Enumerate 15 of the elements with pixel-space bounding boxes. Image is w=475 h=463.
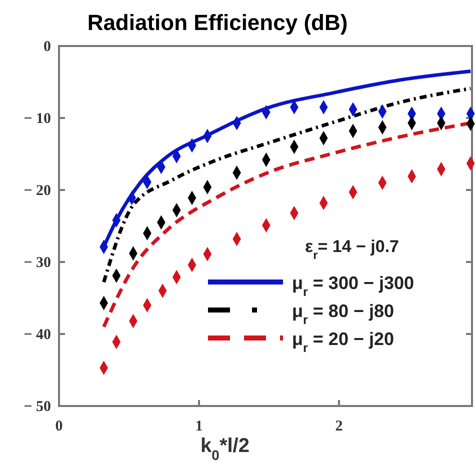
y-tick-label: − 50 <box>24 398 51 415</box>
chart-title: Radiation Efficiency (dB) <box>87 10 348 35</box>
x-axis-title: k$_{0}$*l/2 <box>200 435 250 463</box>
legend-label: μ$_{r}$ = 300 − j300 <box>292 273 414 299</box>
y-tick-label: − 10 <box>24 110 51 127</box>
annotation: ε$_{r}$= 14 − j0.7 <box>305 237 400 262</box>
y-tick-label: − 30 <box>24 254 51 271</box>
y-tick-label: − 20 <box>24 182 51 199</box>
x-tick-label: 0 <box>55 418 63 435</box>
x-tick-label: 2 <box>335 418 343 435</box>
x-tick-label: 1 <box>195 418 203 435</box>
legend-label: μ$_{r}$ = 80 − j80 <box>292 301 394 327</box>
y-tick-label: − 40 <box>24 326 51 343</box>
legend-label: μ$_{r}$ = 20 − j20 <box>292 329 394 355</box>
y-tick-label: 0 <box>44 38 51 55</box>
